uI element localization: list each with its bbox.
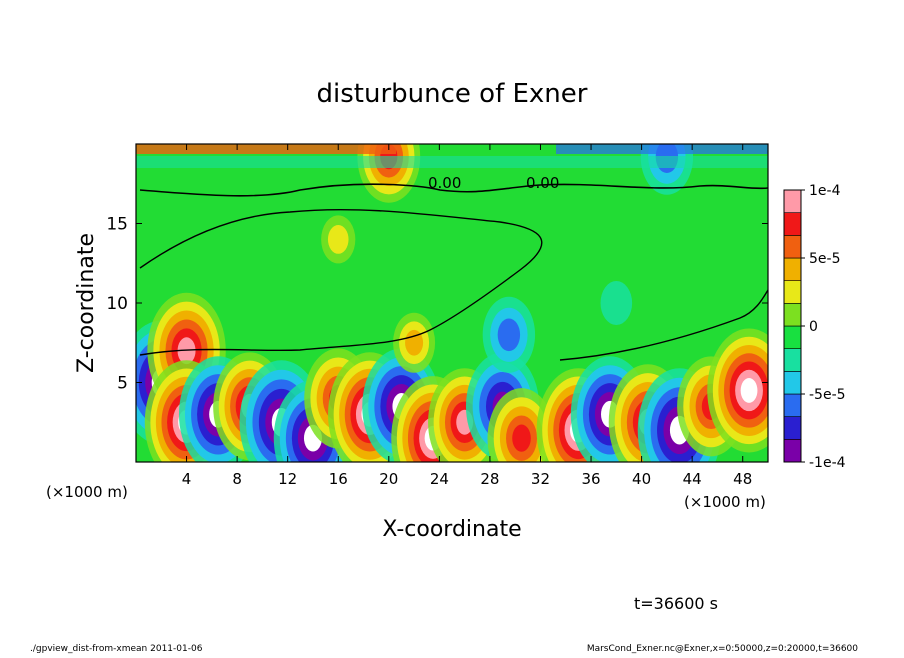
colorbar-swatch [783,189,802,213]
x-tick-label: 32 [531,470,550,488]
y-tick-label: 5 [117,374,128,394]
x-tick-label: 16 [329,470,348,488]
field-blob [327,225,349,254]
field-blob [600,281,633,325]
colorbar-swatch [783,303,802,327]
contour-label: 0.00 [428,174,461,192]
field-blob [405,329,424,356]
colorbar-tick-label: 5e-5 [809,251,840,267]
colorbar: 1e-4 5e-5 0 -5e-5 -1e-4 [783,183,846,471]
x-tick-label: 24 [430,470,449,488]
time-label: t=36600 s [634,594,718,613]
upper-cyan-band [136,156,768,168]
footer-right: MarsCond_Exner.nc@Exner,x=0:50000,z=0:20… [587,644,858,654]
x-axis-label: X-coordinate [382,517,521,542]
colorbar-tick-label: -1e-4 [809,455,846,471]
colorbar-swatch [783,325,802,349]
colorbar-swatch [783,235,802,259]
x-tick-label: 12 [278,470,297,488]
x-axis-unit-left: (×1000 m) [46,483,128,501]
x-axis: 4 8 12 16 20 24 28 32 36 40 44 48 [182,144,752,488]
field-blobs [136,144,768,462]
colorbar-tick-label: 0 [809,319,818,335]
top-warm-band [136,144,396,154]
zero-contour-line [139,183,768,197]
zero-contour-line-3 [559,289,768,361]
x-axis-unit-right: (×1000 m) [684,493,766,511]
contour-labels: 0.00 0.00 [428,174,559,192]
colorbar-swatch [783,439,802,463]
colorbar-swatch [783,371,802,395]
colorbar-swatch [783,257,802,281]
colorbar-swatch [783,348,802,372]
y-axis: 5 10 15 [106,215,768,394]
top-cool-band [556,144,768,154]
field-blob [512,424,531,452]
x-tick-label: 28 [480,470,499,488]
x-tick-label: 4 [182,470,192,488]
colorbar-tick-label: 1e-4 [809,183,841,199]
x-tick-label: 40 [632,470,651,488]
colorbar-swatch [783,212,802,236]
field-blob [497,318,521,352]
contour-label: 0.00 [526,174,559,192]
x-tick-label: 36 [581,470,600,488]
field-blob [740,378,758,403]
x-tick-label: 20 [379,470,398,488]
colorbar-swatch [783,416,802,440]
colorbar-swatch [783,393,802,417]
chart-title: disturbunce of Exner [317,79,588,109]
y-tick-label: 10 [106,294,128,314]
colorbar-swatch [783,280,802,304]
plot-area [136,144,768,462]
x-tick-label: 44 [683,470,702,488]
footer-left: ./gpview_dist-from-xmean 2011-01-06 [30,644,203,654]
y-axis-label: Z-coordinate [74,233,99,373]
x-tick-label: 8 [232,470,242,488]
zero-contour-line-2 [139,208,543,356]
x-tick-label: 48 [733,470,752,488]
colorbar-tick-label: -5e-5 [809,387,846,403]
y-tick-label: 15 [106,215,128,235]
